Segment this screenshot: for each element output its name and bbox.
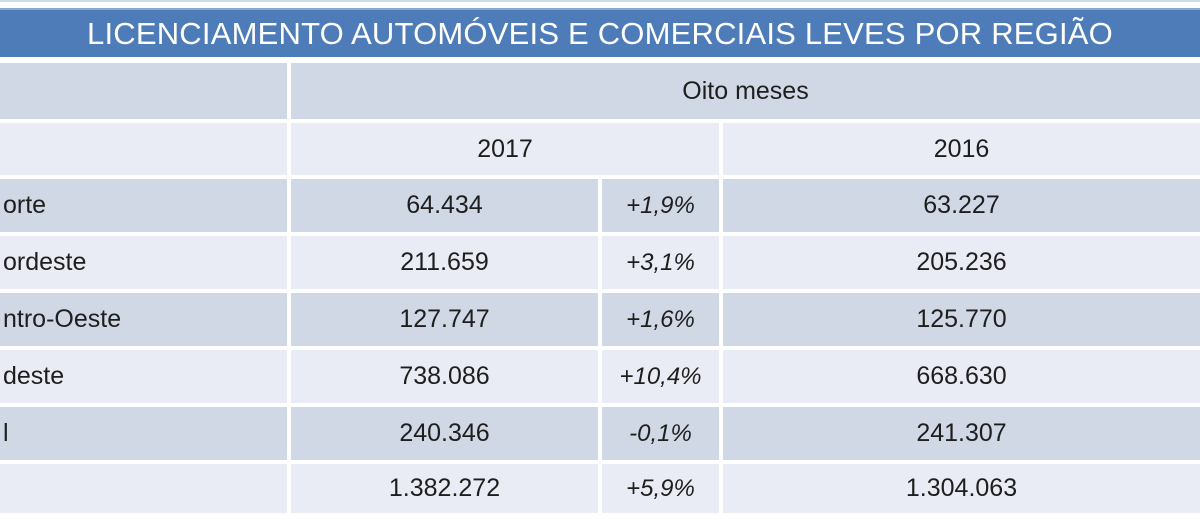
region-licensing-table: Oito meses 2017 2016 orte 64.434 +1,9% 6… [0, 63, 1200, 513]
value-2017: 211.659 [291, 236, 598, 289]
header-empty-cell [0, 123, 287, 175]
slide-top-edge [0, 0, 1200, 2]
region-label: orte [0, 179, 287, 232]
total-pct: +5,9% [602, 464, 719, 513]
year-header-2017: 2017 [291, 123, 719, 175]
total-label [0, 464, 287, 513]
region-label: ntro-Oeste [0, 293, 287, 346]
group-header-cell: Oito meses [291, 63, 1200, 119]
value-2016: 241.307 [723, 407, 1200, 460]
total-2016: 1.304.063 [723, 464, 1200, 513]
pct-change: -0,1% [602, 407, 719, 460]
value-2017: 127.747 [291, 293, 598, 346]
pct-change: +10,4% [602, 350, 719, 403]
year-header-2016: 2016 [723, 123, 1200, 175]
value-2016: 125.770 [723, 293, 1200, 346]
title-bar: LICENCIAMENTO AUTOMÓVEIS E COMERCIAIS LE… [0, 8, 1200, 57]
pct-change: +1,9% [602, 179, 719, 232]
total-2017: 1.382.272 [291, 464, 598, 513]
pct-change: +3,1% [602, 236, 719, 289]
region-label: l [0, 407, 287, 460]
value-2017: 64.434 [291, 179, 598, 232]
value-2016: 63.227 [723, 179, 1200, 232]
pct-change: +1,6% [602, 293, 719, 346]
page-title: LICENCIAMENTO AUTOMÓVEIS E COMERCIAIS LE… [87, 15, 1113, 51]
region-label: ordeste [0, 236, 287, 289]
header-corner-cell [0, 63, 287, 119]
region-label: deste [0, 350, 287, 403]
value-2017: 738.086 [291, 350, 598, 403]
value-2016: 205.236 [723, 236, 1200, 289]
value-2017: 240.346 [291, 407, 598, 460]
value-2016: 668.630 [723, 350, 1200, 403]
